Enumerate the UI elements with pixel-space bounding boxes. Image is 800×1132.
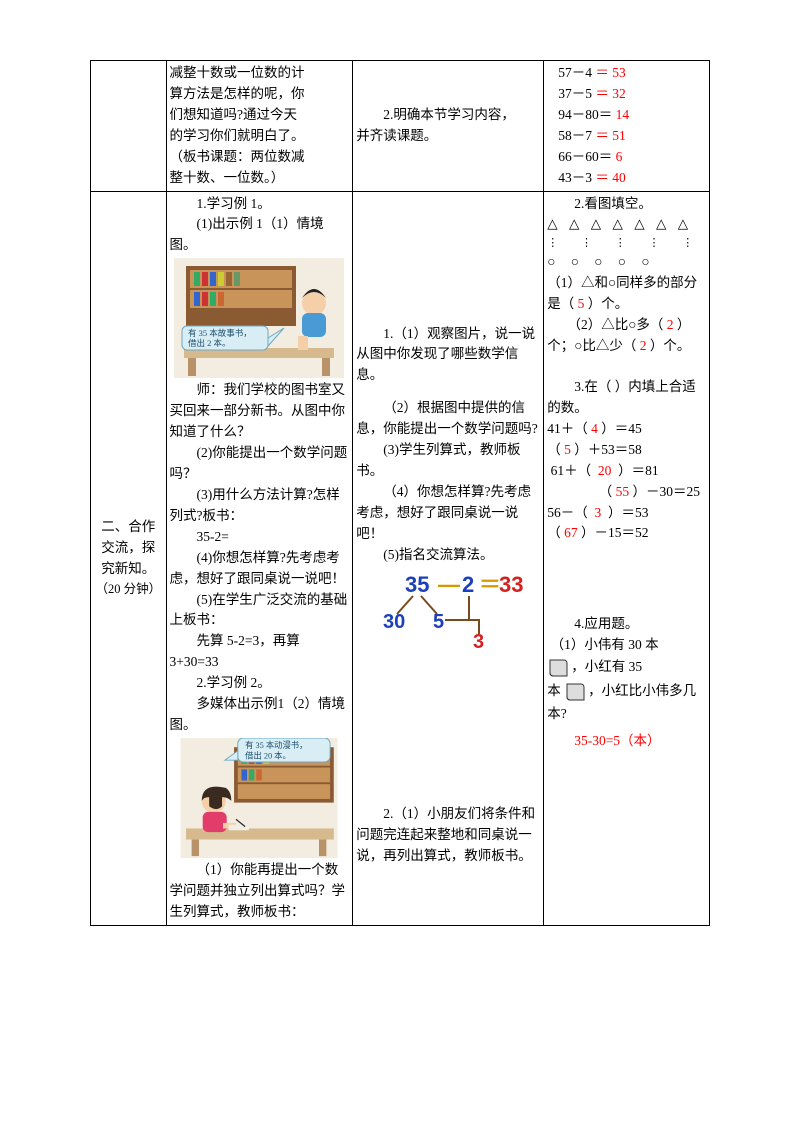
- text-line: 1.学习例 1。: [170, 194, 350, 215]
- q-line: 56－（ 3 ）＝53: [547, 503, 706, 524]
- answer-line: 35-30=5（本）: [547, 731, 706, 752]
- text-line: 1.（1）观察图片，说一说从图中你发现了哪些数学信息。: [356, 324, 540, 387]
- eq-line: 43－3 ＝ 40: [558, 168, 706, 189]
- text-line: 并齐读课题。: [356, 126, 540, 147]
- text-line: （4）你想怎样算?先考虑考虑，想好了跟同桌说一说吧！: [356, 482, 540, 545]
- q-title: 2.看图填空。: [547, 194, 706, 215]
- q-line: 本 ，小红比小伟多几本?: [547, 680, 706, 725]
- svg-text:35: 35: [405, 572, 429, 597]
- text-line: 多媒体出示例1（2）情境图。: [170, 694, 350, 736]
- q-line: （ 55 ）－30＝25: [547, 482, 706, 503]
- q-line: （2）△比○多（ 2 ）个；○比△少（ 2 ）个。: [547, 315, 706, 357]
- text-line: 2.明确本节学习内容，: [356, 105, 540, 126]
- svg-text:借出 2 本。: 借出 2 本。: [188, 338, 231, 348]
- text-line: (2)你能提出一个数学问题吗？: [170, 443, 350, 485]
- q-line: 41＋（ 4 ）＝45: [547, 419, 706, 440]
- text-line: 35-2=: [170, 527, 350, 548]
- illustration-bookshelf-boy: 有 35 本故事书， 借出 2 本。: [174, 258, 344, 378]
- eq-line: 66－60＝ 6: [558, 147, 706, 168]
- svg-text:5: 5: [433, 611, 444, 633]
- svg-text:借出 20 本。: 借出 20 本。: [246, 750, 292, 760]
- text-line: 2.学习例 2。: [170, 673, 350, 694]
- text-line: (3)用什么方法计算?怎样列式?板书：: [170, 485, 350, 527]
- cell-stage-label: 二、合作 交流，探 究新知。 （20 分钟）: [91, 191, 167, 925]
- text-line: (1)出示例 1（1）情境图。: [170, 214, 350, 256]
- cell-teacher-main: 1.学习例 1。 (1)出示例 1（1）情境图。: [166, 191, 353, 925]
- q-title: 3.在（ ）内填上合适的数。: [547, 377, 706, 419]
- q-line: 61＋（ 20 ）＝81: [547, 461, 706, 482]
- text-line: （2）根据图中提供的信息，你能提出一个数学问题吗?: [356, 398, 540, 440]
- stage-title: 究新知。: [94, 559, 163, 580]
- circle-row: ○ ○ ○ ○ ○: [547, 252, 706, 273]
- cell-exercises: 2.看图填空。 △ △ △ △ △ △ △ ⋮ ⋮ ⋮ ⋮ ⋮ ○ ○ ○ ○ …: [544, 191, 710, 925]
- text-line: (5)指名交流算法。: [356, 545, 540, 566]
- dots-row: ⋮ ⋮ ⋮ ⋮ ⋮: [547, 235, 706, 252]
- cell-teacher-top: 减整十数或一位数的计 算方法是怎样的呢，你 们想知道吗?通过今天 的学习你们就明…: [166, 61, 353, 192]
- cell-stage-blank: [91, 61, 167, 192]
- text-line: (3)学生列算式，教师板书。: [356, 440, 540, 482]
- svg-text:2: 2: [462, 572, 474, 597]
- q-line: （1）小伟有 30 本: [547, 635, 706, 656]
- eq-line: 94－80＝ 14: [558, 105, 706, 126]
- table-row: 二、合作 交流，探 究新知。 （20 分钟） 1.学习例 1。 (1)出示例 1…: [91, 191, 710, 925]
- q-line: （ 67 ）－15＝52: [547, 523, 706, 544]
- svg-text:有 35 本故事书，: 有 35 本故事书，: [188, 328, 252, 338]
- q-line: （1）△和○同样多的部分是（ 5 ）个。: [547, 273, 706, 315]
- cell-answers-top: 57－4 ＝ 53 37－5 ＝ 32 94－80＝ 14 58－7 ＝ 51 …: [544, 61, 710, 192]
- text-line: (5)在学生广泛交流的基础上板书：: [170, 590, 350, 632]
- svg-text:30: 30: [383, 611, 405, 633]
- book-icon: [547, 656, 571, 680]
- eq-line: 57－4 ＝ 53: [558, 63, 706, 84]
- text-line: (4)你想怎样算?先考虑考虑，想好了跟同桌说一说吧！: [170, 548, 350, 590]
- q-line: ，小红有 35: [547, 656, 706, 680]
- illustration-bookshelf-girl: 有 35 本动漫书， 借出 20 本。: [174, 738, 344, 858]
- svg-text:33: 33: [499, 572, 523, 597]
- svg-text:—: —: [438, 572, 460, 597]
- stage-time: （20 分钟）: [94, 580, 163, 599]
- text-line: （1）你能再提出一个数学问题并独立列出算式吗？学生列算式，教师板书：: [170, 860, 350, 923]
- text-line: 的学习你们就明白了。: [170, 126, 350, 147]
- cell-student-main: 1.（1）观察图片，说一说从图中你发现了哪些数学信息。 （2）根据图中提供的信息…: [353, 191, 544, 925]
- table-row: 减整十数或一位数的计 算方法是怎样的呢，你 们想知道吗?通过今天 的学习你们就明…: [91, 61, 710, 192]
- q-title: 4.应用题。: [547, 614, 706, 635]
- text-line: 师：我们学校的图书室又买回来一部分新书。从图中你知道了什么？: [170, 380, 350, 443]
- stage-title: 二、合作: [94, 517, 163, 538]
- split-diagram: 35 — 2 ＝ 33 30 5 3: [363, 570, 533, 650]
- lesson-plan-table: 减整十数或一位数的计 算方法是怎样的呢，你 们想知道吗?通过今天 的学习你们就明…: [90, 60, 710, 926]
- q-line: （ 5 ）＋53＝58: [547, 440, 706, 461]
- eq-line: 58－7 ＝ 51: [558, 126, 706, 147]
- book-icon: [564, 680, 588, 704]
- eq-line: 37－5 ＝ 32: [558, 84, 706, 105]
- text-line: （板书课题：两位数减: [170, 147, 350, 168]
- svg-text:有 35 本动漫书，: 有 35 本动漫书，: [246, 740, 308, 750]
- stage-title: 交流，探: [94, 538, 163, 559]
- triangle-row: △ △ △ △ △ △ △: [547, 214, 706, 235]
- text-line: 们想知道吗?通过今天: [170, 105, 350, 126]
- text-line: 整十数、一位数。）: [170, 168, 350, 189]
- text-line: 减整十数或一位数的计: [170, 63, 350, 84]
- cell-student-top: 2.明确本节学习内容， 并齐读课题。: [353, 61, 544, 192]
- text-line: 算方法是怎样的呢，你: [170, 84, 350, 105]
- text-line: 2.（1）小朋友们将条件和问题完连起来整地和同桌说一说，再列出算式，教师板书。: [356, 804, 540, 867]
- text-line: 3+30=33: [170, 652, 350, 673]
- svg-text:＝: ＝: [479, 572, 501, 597]
- text-line: 先算 5-2=3，再算: [170, 631, 350, 652]
- svg-text:3: 3: [473, 631, 484, 650]
